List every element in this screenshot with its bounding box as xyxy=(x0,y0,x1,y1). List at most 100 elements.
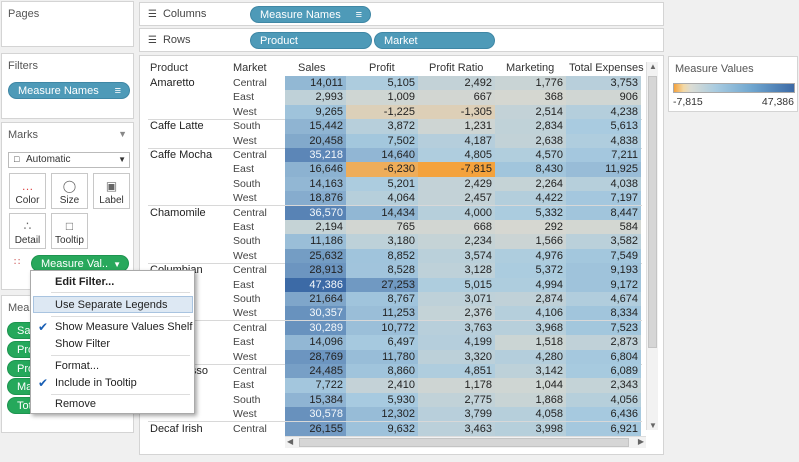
table-cell[interactable]: 2,638 xyxy=(495,133,566,149)
column-header[interactable]: Profit xyxy=(369,62,395,74)
table-cell[interactable]: 6,921 xyxy=(566,421,641,437)
column-header[interactable]: Profit Ratio xyxy=(429,62,484,74)
table-cell[interactable]: 11,925 xyxy=(566,162,641,178)
market-header[interactable]: South xyxy=(233,120,261,133)
table-cell[interactable]: 368 xyxy=(495,90,566,106)
table-cell[interactable]: 8,528 xyxy=(346,263,418,279)
table-cell[interactable]: 4,422 xyxy=(495,191,566,207)
table-cell[interactable]: 2,264 xyxy=(495,176,566,192)
scroll-right-icon[interactable]: ▶ xyxy=(637,437,644,446)
table-cell[interactable]: 4,674 xyxy=(566,292,641,307)
tooltip-button[interactable]: □ Tooltip xyxy=(51,213,88,249)
table-cell[interactable]: 4,570 xyxy=(495,148,566,163)
market-header[interactable]: South xyxy=(233,177,261,190)
table-cell[interactable]: 5,613 xyxy=(566,119,641,135)
table-cell[interactable]: 3,463 xyxy=(418,421,495,437)
table-cell[interactable]: 1,231 xyxy=(418,119,495,135)
menu-item-include-in-tooltip[interactable]: ✔ Include in Tooltip xyxy=(32,375,193,392)
columns-pill-measure-names[interactable]: Measure Names ≡ xyxy=(250,6,371,23)
label-button[interactable]: ▣ Label xyxy=(93,173,130,209)
column-header[interactable]: Market xyxy=(233,62,267,74)
table-cell[interactable]: 4,000 xyxy=(418,205,495,221)
table-cell[interactable]: 8,334 xyxy=(566,306,641,322)
table-cell[interactable]: 14,163 xyxy=(285,176,346,192)
table-cell[interactable]: 7,722 xyxy=(285,378,346,394)
table-cell[interactable]: 11,780 xyxy=(346,349,418,365)
table-cell[interactable]: 668 xyxy=(418,220,495,235)
table-cell[interactable]: 2,492 xyxy=(418,76,495,91)
table-cell[interactable]: 4,280 xyxy=(495,349,566,365)
table-cell[interactable]: 8,430 xyxy=(495,162,566,178)
scroll-down-icon[interactable]: ▼ xyxy=(649,421,657,430)
table-cell[interactable]: 2,834 xyxy=(495,119,566,135)
market-header[interactable]: East xyxy=(233,91,255,104)
rows-pill-market[interactable]: Market xyxy=(374,32,495,49)
column-header[interactable]: Product xyxy=(150,62,188,74)
table-cell[interactable]: 4,187 xyxy=(418,133,495,149)
table-cell[interactable]: 20,458 xyxy=(285,133,346,149)
table-cell[interactable]: 5,930 xyxy=(346,392,418,408)
table-cell[interactable]: 3,574 xyxy=(418,248,495,264)
table-cell[interactable]: 3,763 xyxy=(418,320,495,336)
table-cell[interactable]: 4,851 xyxy=(418,364,495,379)
table-cell[interactable]: 1,178 xyxy=(418,378,495,394)
table-cell[interactable]: 584 xyxy=(566,220,641,235)
market-header[interactable]: South xyxy=(233,393,261,406)
table-cell[interactable]: 5,332 xyxy=(495,205,566,221)
table-cell[interactable]: 5,372 xyxy=(495,263,566,279)
table-cell[interactable]: 35,218 xyxy=(285,148,346,163)
market-header[interactable]: East xyxy=(233,163,255,176)
table-cell[interactable]: 2,993 xyxy=(285,90,346,106)
market-header[interactable]: Central xyxy=(233,77,267,89)
vertical-scroll-thumb[interactable] xyxy=(648,76,657,348)
table-cell[interactable]: 3,582 xyxy=(566,234,641,250)
table-cell[interactable]: 4,056 xyxy=(566,392,641,408)
column-header[interactable]: Sales xyxy=(298,62,326,74)
table-cell[interactable]: 14,640 xyxy=(346,148,418,163)
columns-shelf[interactable]: ☰ Columns Measure Names ≡ xyxy=(139,2,664,26)
table-cell[interactable]: 9,172 xyxy=(566,277,641,293)
table-cell[interactable]: 6,089 xyxy=(566,364,641,379)
table-cell[interactable]: 3,753 xyxy=(566,76,641,91)
table-cell[interactable]: 3,872 xyxy=(346,119,418,135)
table-cell[interactable]: 5,015 xyxy=(418,277,495,293)
table-cell[interactable]: 4,976 xyxy=(495,248,566,264)
product-header[interactable]: Amaretto xyxy=(150,77,195,89)
market-header[interactable]: Central xyxy=(233,422,267,435)
vertical-scrollbar[interactable]: ▲ ▼ xyxy=(646,62,658,430)
table-cell[interactable]: 10,772 xyxy=(346,320,418,336)
rows-pill-product[interactable]: Product xyxy=(250,32,372,49)
table-cell[interactable]: -1,305 xyxy=(418,104,495,120)
table-cell[interactable]: 9,193 xyxy=(566,263,641,279)
table-cell[interactable]: 4,199 xyxy=(418,335,495,351)
table-cell[interactable]: 28,913 xyxy=(285,263,346,279)
table-cell[interactable]: 5,201 xyxy=(346,176,418,192)
table-cell[interactable]: 11,186 xyxy=(285,234,346,250)
market-header[interactable]: Central xyxy=(233,149,267,161)
column-header[interactable]: Total Expenses xyxy=(569,62,644,74)
scroll-up-icon[interactable]: ▲ xyxy=(649,62,657,71)
table-cell[interactable]: 14,096 xyxy=(285,335,346,351)
table-cell[interactable]: 3,180 xyxy=(346,234,418,250)
market-header[interactable]: Central xyxy=(233,206,267,219)
table-cell[interactable]: 25,632 xyxy=(285,248,346,264)
table-cell[interactable]: 12,302 xyxy=(346,407,418,423)
table-cell[interactable]: 47,386 xyxy=(285,277,346,293)
table-cell[interactable]: 4,038 xyxy=(566,176,641,192)
table-cell[interactable]: 30,578 xyxy=(285,407,346,423)
table-cell[interactable]: 27,253 xyxy=(346,277,418,293)
table-cell[interactable]: 21,664 xyxy=(285,292,346,307)
legend-gradient[interactable] xyxy=(673,83,795,93)
table-cell[interactable]: 9,265 xyxy=(285,104,346,120)
size-button[interactable]: ◯ Size xyxy=(51,173,88,209)
product-header[interactable]: Chamomile xyxy=(150,206,206,219)
table-cell[interactable]: 7,197 xyxy=(566,191,641,207)
market-header[interactable]: West xyxy=(233,192,257,205)
table-cell[interactable]: 14,011 xyxy=(285,76,346,91)
table-cell[interactable]: 6,436 xyxy=(566,407,641,423)
table-cell[interactable]: 2,514 xyxy=(495,104,566,120)
table-cell[interactable]: 14,434 xyxy=(346,205,418,221)
table-cell[interactable]: 292 xyxy=(495,220,566,235)
table-cell[interactable]: 1,566 xyxy=(495,234,566,250)
table-cell[interactable]: 2,457 xyxy=(418,191,495,207)
